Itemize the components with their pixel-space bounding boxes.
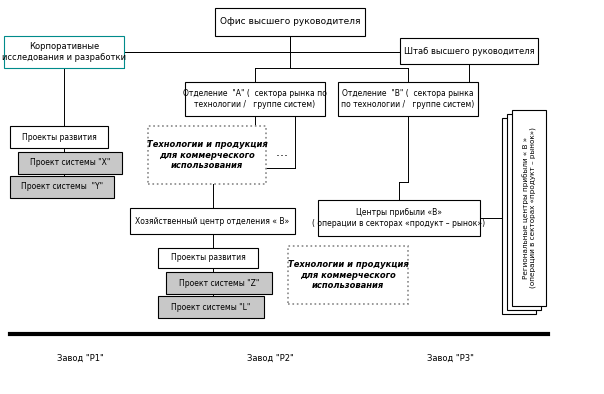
Text: Проект системы "L": Проект системы "L" <box>172 303 251 312</box>
FancyBboxPatch shape <box>400 38 538 64</box>
Text: Завод "P1": Завод "P1" <box>57 353 103 362</box>
FancyBboxPatch shape <box>288 246 408 304</box>
FancyBboxPatch shape <box>512 110 546 306</box>
FancyBboxPatch shape <box>502 118 536 314</box>
FancyBboxPatch shape <box>148 126 266 184</box>
FancyBboxPatch shape <box>18 152 122 174</box>
FancyBboxPatch shape <box>130 208 295 234</box>
Text: ...: ... <box>268 145 296 158</box>
FancyBboxPatch shape <box>318 200 480 236</box>
FancyBboxPatch shape <box>215 8 365 36</box>
Text: Хозяйственный центр отделения « В»: Хозяйственный центр отделения « В» <box>135 216 290 225</box>
FancyBboxPatch shape <box>4 36 124 68</box>
FancyBboxPatch shape <box>185 82 325 116</box>
FancyBboxPatch shape <box>507 114 541 310</box>
FancyBboxPatch shape <box>166 272 272 294</box>
Text: Центры прибыли «В»
( операции в секторах «продукт – рынок»): Центры прибыли «В» ( операции в секторах… <box>312 208 486 228</box>
Text: Завод "P2": Завод "P2" <box>246 353 294 362</box>
FancyBboxPatch shape <box>338 82 478 116</box>
FancyBboxPatch shape <box>158 296 264 318</box>
Text: Региональные центры прибыли « В »
(операции в секторах «продукт – рынок»): Региональные центры прибыли « В » (опера… <box>522 128 536 288</box>
Text: Технологии и продукция
для коммерческого
использования: Технологии и продукция для коммерческого… <box>288 260 408 290</box>
Text: Проект системы "Z": Проект системы "Z" <box>179 279 259 288</box>
Text: Проект системы "X": Проект системы "X" <box>30 158 110 167</box>
Text: Штаб высшего руководителя: Штаб высшего руководителя <box>403 46 535 56</box>
Text: Технологии и продукция
для коммерческого
использования: Технологии и продукция для коммерческого… <box>147 140 268 170</box>
FancyBboxPatch shape <box>10 176 114 198</box>
Text: Отделение  "В" (  сектора рынка
по технологии /   группе систем): Отделение "В" ( сектора рынка по техноло… <box>341 89 475 109</box>
FancyBboxPatch shape <box>158 248 258 268</box>
Text: Корпоративные
исследования и разработки: Корпоративные исследования и разработки <box>2 42 126 62</box>
Text: Проекты развития: Проекты развития <box>22 132 97 141</box>
Text: Офис высшего руководителя: Офис высшего руководителя <box>220 17 360 26</box>
Text: Завод "P3": Завод "P3" <box>426 353 474 362</box>
Text: Отделение  "А" (  сектора рынка по
технологии /   группе систем): Отделение "А" ( сектора рынка по техноло… <box>183 89 327 109</box>
FancyBboxPatch shape <box>10 126 108 148</box>
Text: Проекты развития: Проекты развития <box>170 253 245 262</box>
Text: Проект системы  "Y": Проект системы "Y" <box>21 182 103 191</box>
